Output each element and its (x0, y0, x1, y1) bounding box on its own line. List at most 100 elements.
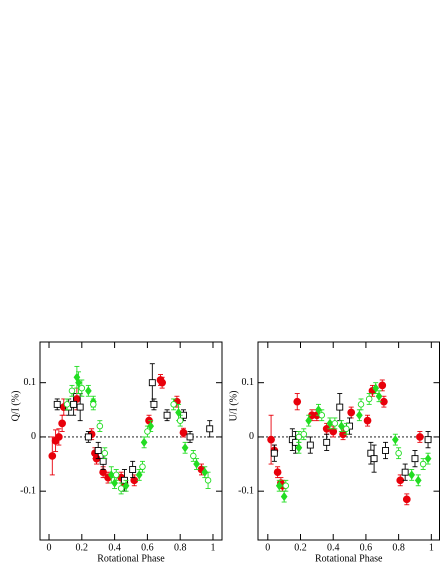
marker (107, 470, 115, 480)
marker (135, 470, 143, 480)
marker (336, 403, 344, 411)
marker (193, 459, 200, 469)
marker (396, 476, 405, 485)
marker (101, 449, 109, 457)
marker (282, 482, 290, 490)
x-tick-label: 0 (47, 542, 52, 553)
marker (206, 425, 214, 433)
x-axis-label: Rotational Phase (315, 553, 383, 564)
y-axis-label: Q/I (%) (10, 391, 21, 422)
marker (416, 433, 424, 441)
marker (204, 477, 212, 484)
marker (331, 420, 339, 427)
marker (424, 436, 432, 444)
marker (147, 421, 155, 431)
marker (365, 395, 373, 403)
y-tick-label: 0.1 (242, 377, 255, 388)
marker (270, 449, 278, 457)
marker (85, 386, 92, 396)
marker (280, 492, 288, 502)
marker (300, 430, 308, 438)
marker (305, 416, 313, 426)
marker (175, 407, 182, 418)
marker (401, 468, 409, 476)
marker (68, 387, 76, 395)
marker (424, 454, 432, 464)
marker (63, 401, 71, 408)
marker (295, 443, 303, 453)
marker (395, 449, 402, 457)
marker (293, 397, 302, 406)
marker (181, 443, 189, 453)
plot-frame (257, 341, 440, 541)
marker (53, 400, 61, 408)
x-tick-label: 0.2 (294, 542, 307, 553)
marker (122, 481, 130, 491)
panel: 0 0.2 0.4 0.6 0.8 1 -0.1 0 0.1 Rotational Phase U/… (228, 341, 440, 564)
marker (90, 401, 97, 408)
marker (201, 467, 209, 477)
marker (370, 455, 378, 463)
y-tick-label: 0.1 (24, 377, 37, 388)
marker (76, 403, 84, 411)
y-tick-label: 0 (31, 431, 36, 442)
x-tick-label: 0.6 (141, 542, 154, 553)
marker (179, 428, 188, 437)
marker (117, 485, 125, 492)
marker (275, 481, 283, 491)
x-tick-label: 1 (210, 542, 215, 553)
marker (372, 383, 380, 393)
marker (380, 397, 388, 406)
x-tick-label: 0.8 (392, 542, 405, 553)
marker (357, 401, 365, 408)
marker (363, 416, 372, 425)
marker (378, 381, 387, 390)
y-tick-label: 0 (249, 431, 254, 442)
marker (99, 457, 107, 465)
plot-frame (39, 341, 223, 541)
marker (326, 418, 334, 428)
x-tick-label: 0 (265, 542, 270, 553)
marker (163, 411, 171, 419)
marker (48, 452, 57, 460)
marker (150, 400, 158, 408)
marker (84, 433, 92, 441)
marker (375, 391, 383, 401)
marker (306, 441, 314, 449)
marker (347, 408, 356, 417)
marker (329, 427, 338, 436)
marker (318, 411, 326, 419)
x-tick-label: 1 (429, 542, 434, 553)
marker (129, 466, 137, 473)
marker (343, 425, 350, 433)
x-tick-label: 0.4 (327, 542, 340, 553)
marker (70, 400, 78, 408)
marker (140, 437, 148, 447)
marker (315, 405, 322, 415)
marker (170, 401, 177, 408)
y-tick-label: -0.1 (238, 485, 254, 496)
x-tick-label: 0.4 (108, 542, 121, 553)
marker (78, 384, 86, 392)
marker (419, 460, 427, 468)
marker (391, 435, 399, 445)
marker (176, 417, 184, 424)
marker (267, 435, 275, 444)
marker (402, 495, 411, 504)
marker (411, 455, 419, 463)
marker (190, 452, 197, 460)
marker (148, 379, 156, 387)
marker (273, 468, 282, 477)
x-tick-label: 0.6 (360, 542, 373, 553)
marker (144, 428, 151, 435)
marker (382, 447, 389, 454)
marker (94, 447, 102, 454)
x-axis-label: Rotational Phase (97, 553, 165, 564)
marker (414, 475, 422, 485)
marker (323, 438, 331, 446)
panel: 0 0.2 0.4 0.6 0.8 1 -0.1 0 0.1 Rotational Phase Q/… (10, 341, 223, 564)
x-tick-label: 0.2 (76, 542, 89, 553)
marker (356, 410, 363, 420)
